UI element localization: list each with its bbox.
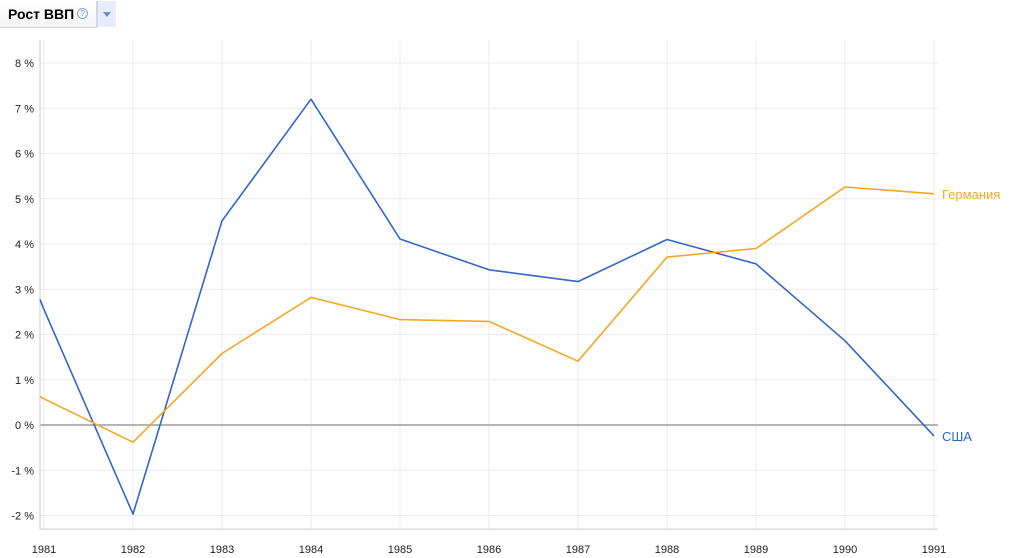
y-tick-label: -2 % [11,511,34,523]
y-tick-label: 4 % [15,239,34,251]
chevron-down-icon [103,11,112,17]
series-line[interactable] [39,186,935,443]
y-tick-label: 7 % [15,103,34,115]
series-end-label: Германия [942,187,1000,202]
x-tick-label: 1985 [388,544,412,556]
y-tick-label: 2 % [15,330,34,342]
x-tick-label: 1991 [922,544,946,556]
x-tick-label: 1984 [299,544,323,556]
y-tick-label: 1 % [15,375,34,387]
y-tick-label: 8 % [15,58,34,70]
series-line[interactable] [39,98,935,515]
x-tick-label: 1983 [210,544,234,556]
chart-title: Рост ВВП [8,5,75,22]
x-tick-label: 1981 [32,544,56,556]
x-tick-label: 1988 [655,544,679,556]
y-tick-label: -1 % [11,465,34,477]
help-circle-icon[interactable]: ? [77,8,89,19]
x-tick-label: 1982 [121,544,145,556]
y-tick-label: 5 % [15,194,34,206]
x-tick-label: 1990 [833,544,857,556]
chart-header: Рост ВВП ? [0,0,117,28]
x-tick-label: 1986 [477,544,501,556]
y-tick-label: 6 % [15,149,34,161]
series-end-label: США [942,429,972,444]
chart-menu-dropdown-button[interactable] [97,1,117,27]
x-tick-label: 1989 [744,544,768,556]
x-tick-label: 1987 [566,544,590,556]
y-tick-label: 3 % [15,284,34,296]
chart-title-box: Рост ВВП ? [0,0,98,28]
y-tick-label: 0 % [15,420,34,432]
